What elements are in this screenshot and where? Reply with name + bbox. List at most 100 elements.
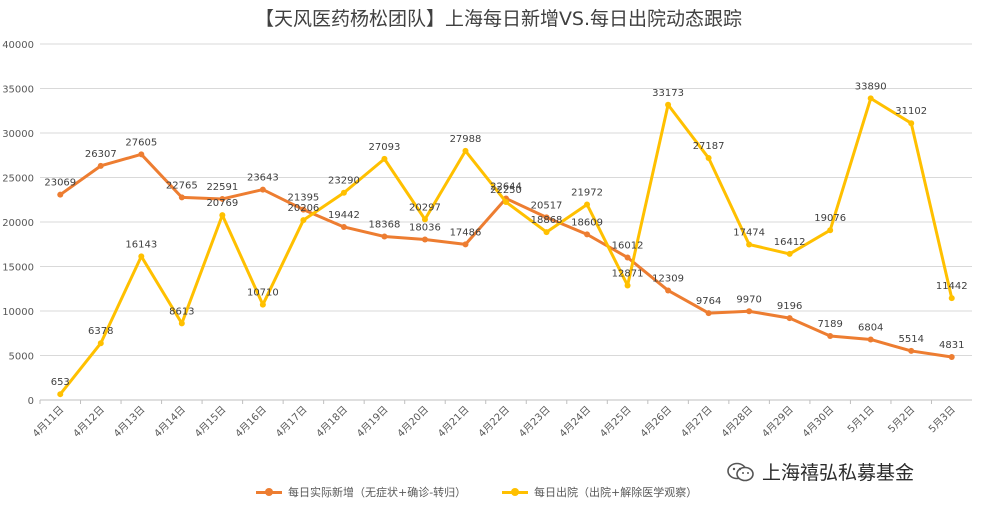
data-label-discharges: 27093 <box>369 142 401 153</box>
data-point-new-cases <box>421 236 428 243</box>
data-point-new-cases <box>259 186 266 193</box>
data-point-discharges <box>543 229 550 236</box>
data-point-discharges <box>705 155 712 162</box>
data-label-discharges: 12871 <box>612 268 644 279</box>
x-tick-label: 5月3日 <box>926 404 958 436</box>
x-tick-label: 5月2日 <box>886 404 918 436</box>
data-label-discharges: 23290 <box>328 176 360 187</box>
data-label-new-cases: 26307 <box>85 149 117 160</box>
data-point-discharges <box>138 253 145 260</box>
data-label-new-cases: 19442 <box>328 210 360 221</box>
data-label-discharges: 16412 <box>774 237 806 248</box>
data-point-discharges <box>259 301 266 308</box>
data-point-new-cases <box>178 194 185 201</box>
y-tick-label: 35000 <box>2 85 34 96</box>
x-tick-label: 4月26日 <box>638 404 674 440</box>
data-label-discharges: 6378 <box>88 326 113 337</box>
x-tick-label: 4月12日 <box>71 404 107 440</box>
data-label-new-cases: 16012 <box>612 240 644 251</box>
data-point-new-cases <box>705 310 712 317</box>
x-tick-label: 4月11日 <box>30 404 66 440</box>
data-point-discharges <box>381 155 388 162</box>
y-tick-label: 10000 <box>2 307 34 318</box>
x-tick-label: 4月15日 <box>192 404 228 440</box>
x-tick-label: 4月14日 <box>152 404 188 440</box>
data-label-new-cases: 23643 <box>247 173 279 184</box>
legend-swatch-new-cases <box>256 487 282 496</box>
legend-label-new-cases: 每日实际新增（无症状+确诊-转归） <box>288 486 467 499</box>
x-tick-label: 4月27日 <box>679 404 715 440</box>
data-point-discharges <box>421 216 428 223</box>
data-label-discharges: 18868 <box>531 215 563 226</box>
data-label-discharges: 20206 <box>287 203 319 214</box>
data-point-discharges <box>948 295 955 302</box>
data-label-discharges: 33890 <box>855 81 887 92</box>
data-label-new-cases: 18036 <box>409 222 441 233</box>
data-point-new-cases <box>300 206 307 213</box>
data-label-discharges: 20297 <box>409 202 441 213</box>
series <box>57 95 955 398</box>
x-tick-label: 4月29日 <box>760 404 796 440</box>
data-point-new-cases <box>543 214 550 221</box>
data-point-discharges <box>178 320 185 327</box>
data-label-new-cases: 18368 <box>369 220 401 231</box>
x-tick-label: 4月17日 <box>273 404 309 440</box>
legend-swatch-discharges <box>502 487 528 496</box>
data-label-new-cases: 9196 <box>777 301 802 312</box>
x-tick-label: 4月21日 <box>435 404 471 440</box>
data-label-discharges: 27988 <box>450 134 482 145</box>
data-point-discharges <box>584 201 591 208</box>
data-point-discharges <box>340 189 347 196</box>
data-point-discharges <box>219 212 226 219</box>
data-label-discharges: 20769 <box>206 198 238 209</box>
x-tick-label: 4月28日 <box>719 404 755 440</box>
data-point-new-cases <box>867 336 874 343</box>
y-tick-label: 5000 <box>9 352 34 363</box>
wechat-icon <box>727 462 754 481</box>
data-label-discharges: 19076 <box>814 213 846 224</box>
data-label-discharges: 21972 <box>571 187 603 198</box>
x-tick-label: 4月23日 <box>517 404 553 440</box>
x-tick-label: 4月13日 <box>111 404 147 440</box>
data-label-new-cases: 20517 <box>531 200 563 211</box>
data-point-new-cases <box>665 287 672 294</box>
x-tick-label: 4月18日 <box>314 404 350 440</box>
data-label-new-cases: 22591 <box>206 182 238 193</box>
data-point-new-cases <box>97 162 104 169</box>
data-label-new-cases: 22765 <box>166 180 198 191</box>
data-point-new-cases <box>827 333 834 340</box>
data-point-discharges <box>57 391 64 398</box>
y-tick-label: 40000 <box>2 40 34 51</box>
legend-item-new-cases[interactable]: 每日实际新增（无症状+确诊-转归） <box>256 484 466 500</box>
data-label-discharges: 11442 <box>936 281 968 292</box>
data-label-new-cases: 9764 <box>696 296 721 307</box>
data-point-new-cases <box>948 354 955 361</box>
data-label-discharges: 16143 <box>125 239 157 250</box>
data-label-new-cases: 6804 <box>858 322 883 333</box>
data-label-new-cases: 5514 <box>898 334 923 345</box>
data-label-new-cases: 17486 <box>450 227 482 238</box>
data-point-new-cases <box>57 191 64 198</box>
data-point-new-cases <box>908 347 915 354</box>
data-labels: 23069 26307 27605 22765 22591 23643 21395 19442… <box>44 81 967 388</box>
data-label-discharges: 17474 <box>733 227 765 238</box>
watermark: 上海禧弘私募基金 <box>726 458 914 485</box>
x-tick-label: 4月24日 <box>557 404 593 440</box>
data-label-new-cases: 21395 <box>287 193 319 204</box>
data-point-new-cases <box>584 231 591 238</box>
data-label-discharges: 10710 <box>247 288 279 299</box>
data-label-new-cases: 4831 <box>939 340 964 351</box>
data-point-new-cases <box>786 315 793 322</box>
data-point-discharges <box>867 95 874 102</box>
data-label-new-cases: 12309 <box>652 273 684 284</box>
data-point-discharges <box>462 147 469 154</box>
series-line-discharges <box>58 96 954 396</box>
x-axis: 4月11日 4月12日 4月13日 4月14日 4月15日 4月16日 4月17日 4月18日… <box>30 399 972 440</box>
x-tick-label: 4月22日 <box>476 404 512 440</box>
y-tick-label: 20000 <box>2 218 34 229</box>
data-label-new-cases: 7189 <box>817 319 842 330</box>
y-axis: 0 5000 10000 15000 20000 25000 30000 35000 40000 <box>2 40 34 407</box>
data-label-new-cases: 9970 <box>736 294 761 305</box>
legend-item-discharges[interactable]: 每日出院（出院+解除医学观察） <box>502 484 697 500</box>
data-point-new-cases <box>219 195 226 202</box>
